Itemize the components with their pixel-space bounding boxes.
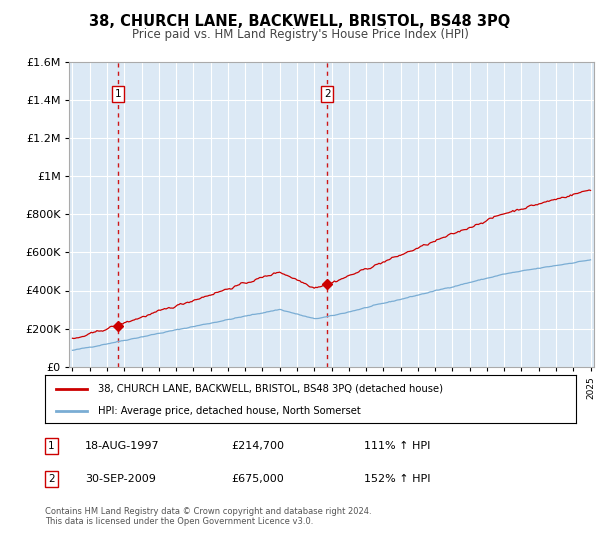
Text: 2: 2 xyxy=(48,474,55,484)
Text: 2: 2 xyxy=(324,89,331,99)
Text: Price paid vs. HM Land Registry's House Price Index (HPI): Price paid vs. HM Land Registry's House … xyxy=(131,28,469,41)
Text: 152% ↑ HPI: 152% ↑ HPI xyxy=(364,474,430,484)
Text: 38, CHURCH LANE, BACKWELL, BRISTOL, BS48 3PQ (detached house): 38, CHURCH LANE, BACKWELL, BRISTOL, BS48… xyxy=(98,384,443,394)
Text: 38, CHURCH LANE, BACKWELL, BRISTOL, BS48 3PQ: 38, CHURCH LANE, BACKWELL, BRISTOL, BS48… xyxy=(89,14,511,29)
Text: Contains HM Land Registry data © Crown copyright and database right 2024.
This d: Contains HM Land Registry data © Crown c… xyxy=(45,507,371,526)
Text: £675,000: £675,000 xyxy=(231,474,284,484)
Text: £214,700: £214,700 xyxy=(231,441,284,451)
Text: HPI: Average price, detached house, North Somerset: HPI: Average price, detached house, Nort… xyxy=(98,406,361,416)
Text: 18-AUG-1997: 18-AUG-1997 xyxy=(85,441,160,451)
Text: 111% ↑ HPI: 111% ↑ HPI xyxy=(364,441,430,451)
Text: 1: 1 xyxy=(48,441,55,451)
Text: 30-SEP-2009: 30-SEP-2009 xyxy=(85,474,156,484)
Text: 1: 1 xyxy=(115,89,121,99)
